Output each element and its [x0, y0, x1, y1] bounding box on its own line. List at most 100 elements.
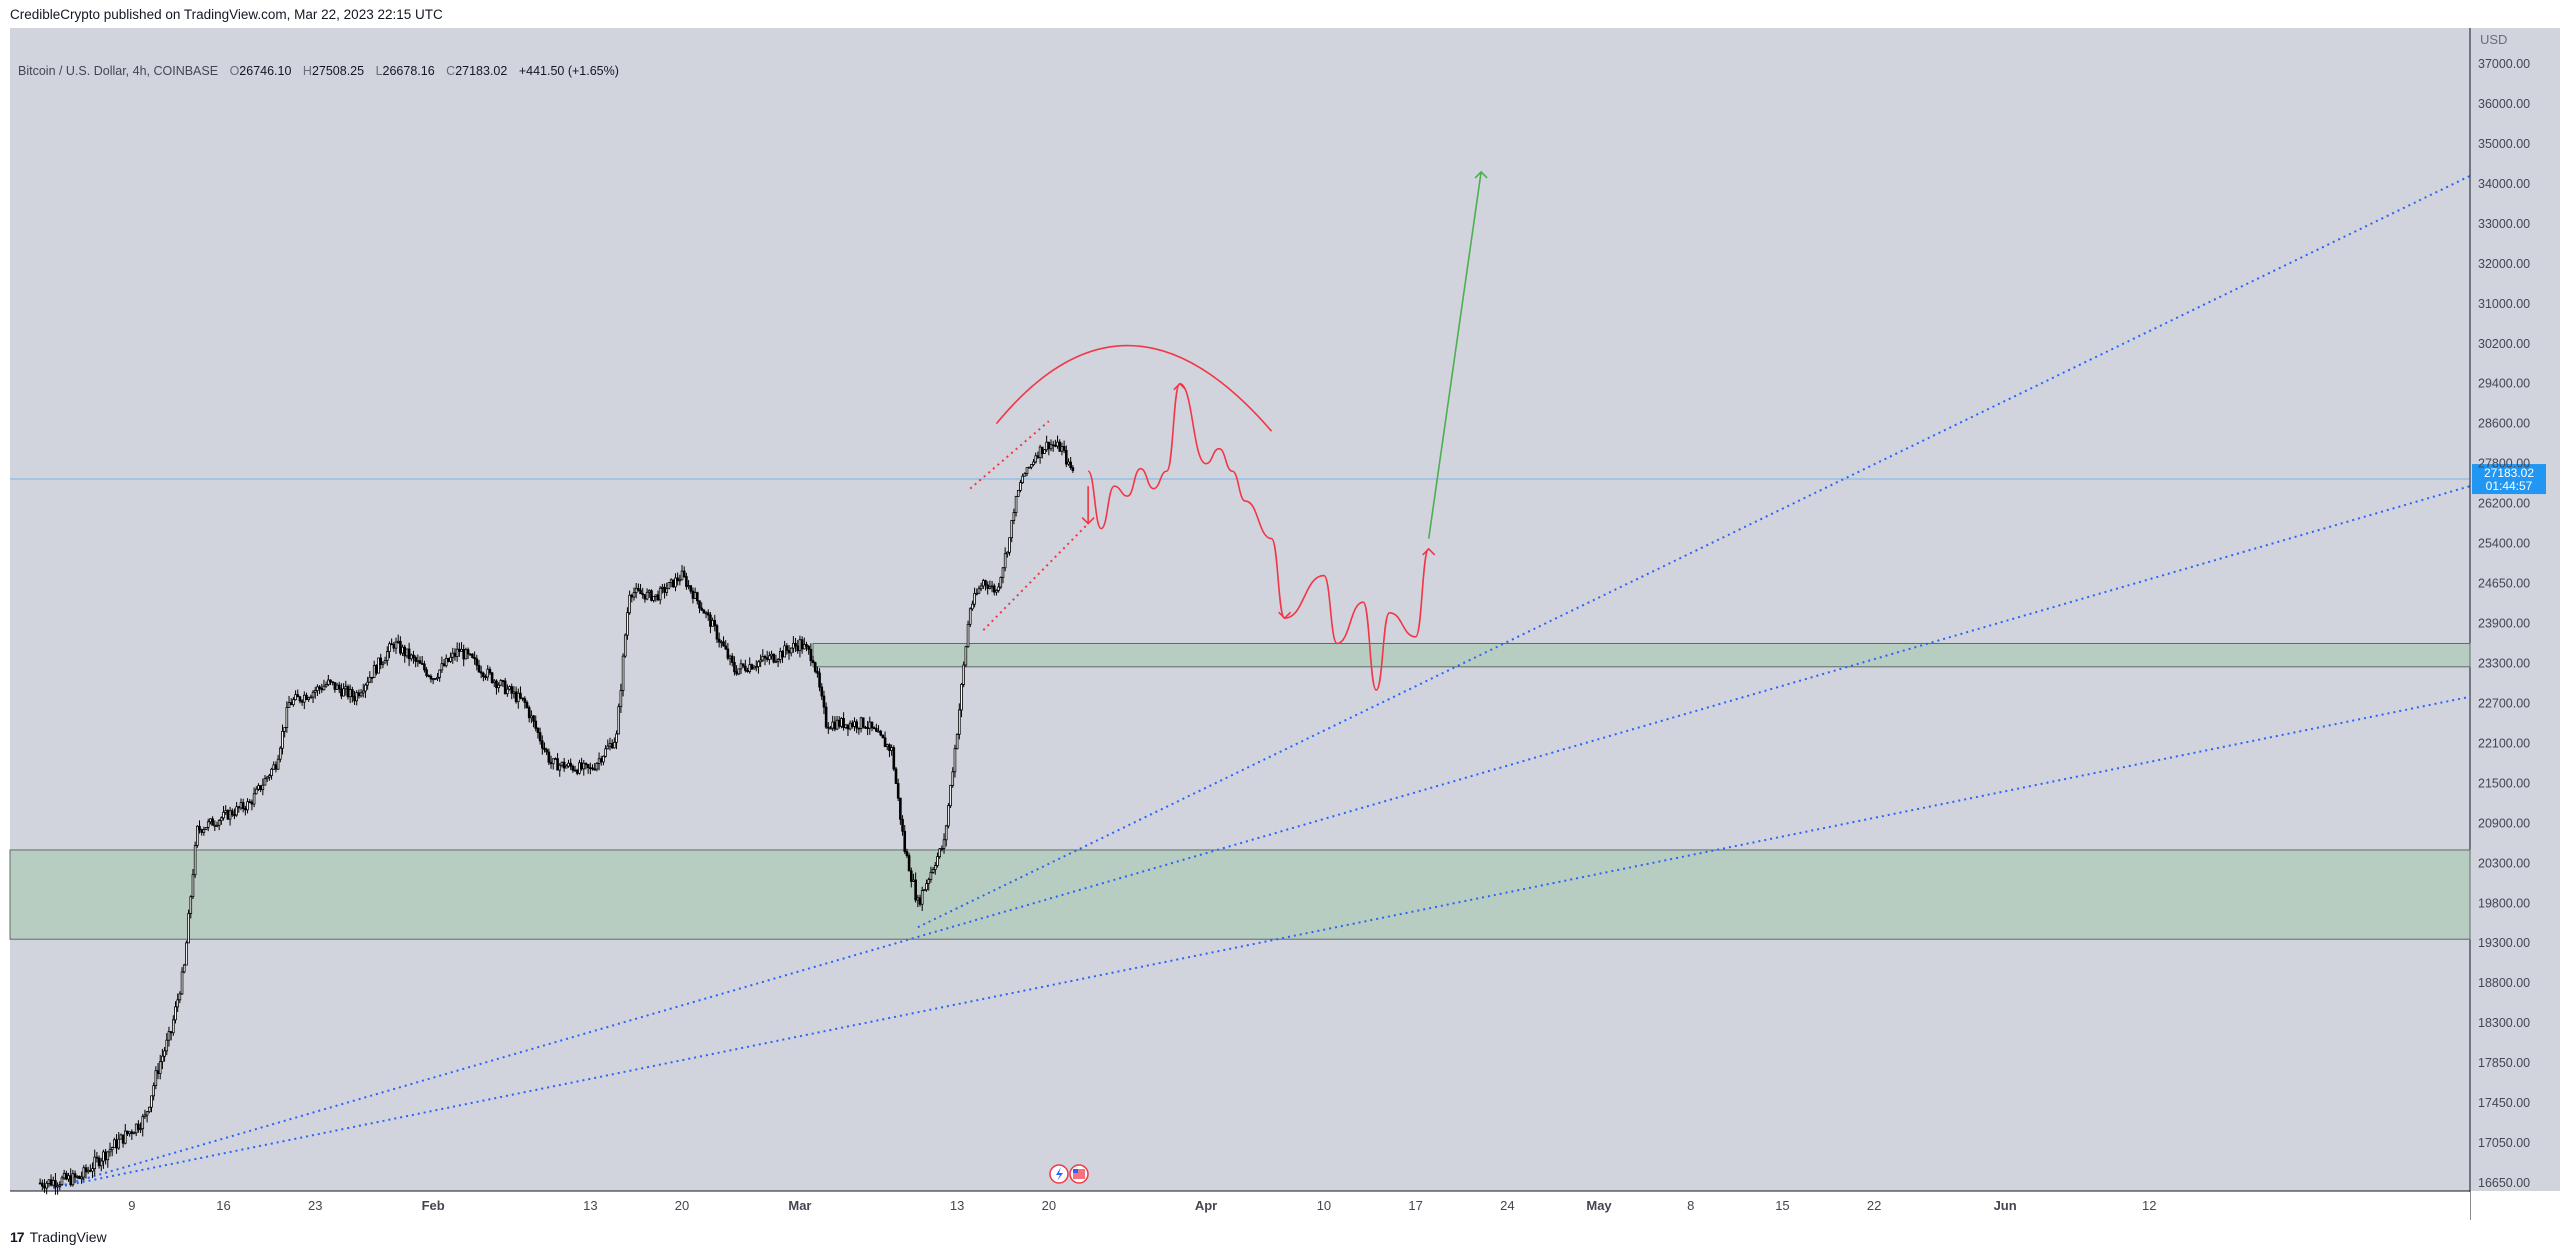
candle [296, 689, 300, 698]
candle [667, 582, 671, 590]
candle [565, 764, 568, 769]
candle [368, 671, 372, 683]
y-tick-label: 22100.00 [2478, 736, 2530, 750]
candle [163, 1047, 166, 1062]
candle [532, 714, 535, 728]
candle [785, 643, 789, 655]
candle [960, 682, 963, 718]
candle [490, 671, 494, 684]
candle [222, 805, 225, 821]
candle [768, 651, 771, 665]
candle [724, 640, 727, 650]
candle [510, 683, 514, 700]
candle [1021, 473, 1024, 484]
price-scale-area [2470, 28, 2560, 1191]
candle [438, 669, 441, 682]
symbol-name: Bitcoin / U.S. Dollar, 4h, COINBASE [18, 64, 219, 78]
candle [355, 690, 359, 706]
x-tick-label: 16 [216, 1198, 230, 1213]
candle [971, 600, 974, 611]
candle [744, 659, 747, 673]
candle [185, 940, 188, 966]
candle [901, 815, 904, 836]
y-tick-label: 34000.00 [2478, 177, 2530, 191]
candle [979, 582, 983, 592]
footer: 17 TradingView [0, 1220, 2560, 1254]
candle [488, 666, 492, 675]
support-zone [812, 642, 2471, 668]
candle [447, 657, 450, 663]
candle [60, 1175, 64, 1187]
candle [556, 753, 559, 771]
candle [914, 872, 917, 903]
y-tick-label: 25400.00 [2478, 537, 2530, 551]
x-tick-label: 17 [1408, 1198, 1422, 1213]
candle [385, 646, 389, 666]
drop-arrow-icon [1081, 517, 1095, 525]
candle [394, 637, 398, 654]
candle [604, 745, 607, 758]
candle [337, 681, 341, 694]
candle [217, 819, 221, 831]
candle [191, 868, 195, 900]
candle [359, 689, 363, 698]
candle [842, 712, 845, 731]
candle [754, 660, 758, 672]
candle [540, 735, 544, 755]
candle [988, 580, 992, 590]
y-tick-label: 17450.00 [2478, 1096, 2530, 1110]
candle [619, 683, 623, 714]
candle [896, 778, 900, 802]
candle [892, 745, 896, 772]
support-zone [9, 849, 2471, 940]
y-tick-label: 35000.00 [2478, 137, 2530, 151]
x-tick-label: Jun [1994, 1198, 2017, 1213]
candle [174, 1001, 177, 1024]
candle [1064, 445, 1068, 468]
candle [182, 963, 186, 974]
candle [364, 683, 367, 698]
y-tick-label: 29400.00 [2478, 377, 2530, 391]
candle [187, 909, 190, 944]
candle [434, 678, 437, 680]
candle [933, 862, 937, 875]
candle [615, 730, 618, 750]
candle [752, 664, 756, 670]
candle [571, 764, 575, 773]
candle [202, 826, 206, 836]
event-markers[interactable] [1049, 1164, 1089, 1184]
candle [944, 824, 948, 847]
candle [818, 668, 821, 692]
candle [318, 685, 321, 695]
candle [193, 841, 197, 878]
candle [1014, 495, 1018, 517]
candle [1032, 458, 1035, 467]
candle [975, 588, 979, 596]
candle [473, 651, 476, 665]
candle [278, 746, 282, 763]
x-tick-label: 8 [1687, 1198, 1694, 1213]
candle [613, 737, 616, 749]
candle [276, 754, 280, 770]
candle [141, 1113, 145, 1137]
y-tick-label: 16650.00 [2478, 1176, 2530, 1190]
tradingview-logo-icon: 17 [10, 1229, 25, 1245]
candle [241, 798, 245, 813]
candle [964, 645, 968, 668]
chart-frame[interactable]: 27183.02 01:44:57 37000.00 36000.00 35000.0… [0, 28, 2560, 1220]
candle [506, 684, 509, 697]
candle [379, 653, 383, 670]
candle [93, 1149, 97, 1176]
candle [641, 587, 645, 599]
candle [1071, 465, 1075, 473]
tradingview-logo[interactable]: 17 TradingView [10, 1229, 107, 1245]
candle [108, 1142, 112, 1157]
candle [805, 641, 808, 652]
candle [198, 820, 201, 834]
candle [925, 879, 928, 892]
candle [586, 764, 590, 774]
candle [471, 653, 474, 659]
candle [45, 1181, 48, 1195]
candle [270, 767, 273, 780]
